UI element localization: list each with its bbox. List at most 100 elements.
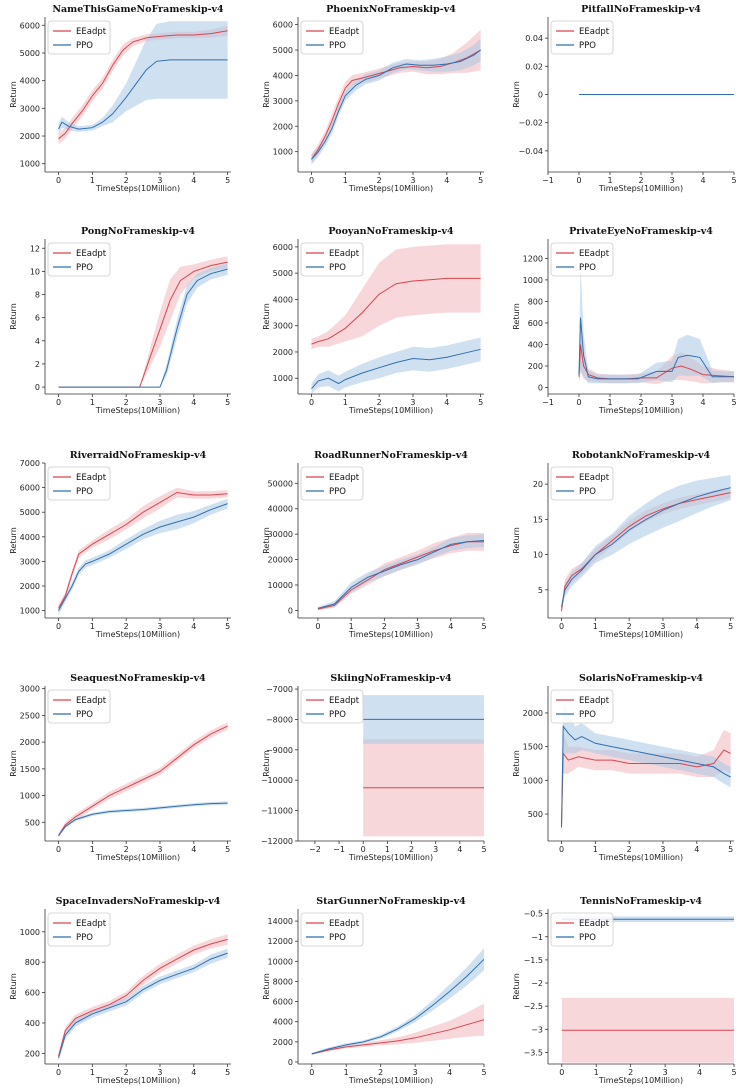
x-axis-label: TimeSteps(10Million) bbox=[348, 406, 433, 415]
x-tick-label: 0 bbox=[56, 622, 61, 631]
y-tick-label: 0 bbox=[35, 383, 40, 392]
y-tick-label: 5000 bbox=[20, 508, 40, 517]
legend-label-ppo: PPO bbox=[579, 487, 596, 497]
y-tick-label: −7000 bbox=[266, 685, 293, 694]
y-tick-label: 5000 bbox=[273, 269, 293, 278]
y-axis-label: Return bbox=[9, 81, 18, 108]
series-band-ppo bbox=[58, 801, 228, 838]
plot-area bbox=[58, 722, 228, 838]
x-tick-label: 0 bbox=[56, 1068, 61, 1077]
legend-box bbox=[300, 689, 364, 724]
chart-title: PhoenixNoFrameskip-v4 bbox=[326, 4, 456, 15]
legend-box bbox=[300, 466, 364, 501]
chart-title: PrivateEyeNoFrameskip-v4 bbox=[569, 226, 713, 237]
x-axis-label: TimeSteps(10Million) bbox=[598, 1076, 683, 1085]
legend: EEadpt PPO bbox=[47, 466, 111, 501]
y-tick-label: 1000 bbox=[523, 276, 543, 285]
chart-title: StarGunnerNoFrameskip-v4 bbox=[316, 896, 466, 907]
x-tick-label: 1 bbox=[343, 176, 348, 185]
x-tick-label: 2 bbox=[627, 622, 632, 631]
y-axis-label: Return bbox=[262, 750, 271, 777]
series-line-eeadpt bbox=[58, 725, 228, 836]
chart-title: PitfallNoFrameskip-v4 bbox=[581, 4, 701, 15]
x-tick-label: 2 bbox=[124, 622, 129, 631]
x-tick-label: 0 bbox=[361, 845, 366, 854]
x-tick-label: 5 bbox=[225, 176, 230, 185]
x-tick-label: 3 bbox=[660, 845, 665, 854]
x-tick-label: 2 bbox=[377, 176, 382, 185]
y-tick-label: 1000 bbox=[20, 928, 40, 937]
y-tick-label: 600 bbox=[25, 989, 40, 998]
x-tick-label: 4 bbox=[700, 176, 705, 185]
x-axis-label: TimeSteps(10Million) bbox=[95, 1076, 180, 1085]
y-tick-label: 400 bbox=[25, 1019, 40, 1028]
y-tick-label: 20000 bbox=[268, 556, 293, 565]
chart-title: SpaceInvadersNoFrameskip-v4 bbox=[56, 896, 221, 907]
y-tick-label: −11000 bbox=[261, 807, 293, 816]
x-axis-label: TimeSteps(10Million) bbox=[348, 1076, 433, 1085]
chart-title: SkiingNoFrameskip-v4 bbox=[330, 673, 452, 684]
legend-label-eeadpt: EEadpt bbox=[329, 919, 360, 929]
y-tick-label: −1.5 bbox=[524, 956, 543, 965]
y-tick-label: 40000 bbox=[268, 505, 293, 514]
x-tick-label: 0 bbox=[559, 622, 564, 631]
legend: EEadpt PPO bbox=[47, 242, 111, 277]
series-line-eeadpt bbox=[561, 749, 731, 828]
legend-label-eeadpt: EEadpt bbox=[76, 473, 107, 483]
y-tick-label: −0.5 bbox=[524, 910, 543, 919]
legend-label-eeadpt: EEadpt bbox=[329, 696, 360, 706]
x-tick-label: 0 bbox=[576, 398, 581, 407]
y-tick-label: 1500 bbox=[20, 765, 40, 774]
x-tick-label: 5 bbox=[481, 622, 486, 631]
y-tick-label: −8000 bbox=[266, 715, 293, 724]
series-line-eeadpt bbox=[317, 541, 484, 610]
legend-box bbox=[550, 20, 614, 55]
y-tick-label: 12 bbox=[30, 244, 40, 253]
y-axis-label: Return bbox=[9, 750, 18, 777]
y-axis-label: Return bbox=[262, 527, 271, 554]
x-tick-label: 5 bbox=[481, 845, 486, 854]
x-tick-label: 5 bbox=[728, 845, 733, 854]
y-tick-label: 30000 bbox=[268, 530, 293, 539]
y-tick-label: 1000 bbox=[20, 792, 40, 801]
series-line-eeadpt bbox=[311, 277, 481, 345]
legend: EEadpt PPO bbox=[300, 20, 364, 55]
x-tick-label: 3 bbox=[410, 176, 415, 185]
y-tick-label: 3000 bbox=[20, 685, 40, 694]
x-axis-label: TimeSteps(10Million) bbox=[598, 184, 683, 193]
y-tick-label: 6000 bbox=[273, 21, 293, 30]
y-tick-label: 1000 bbox=[523, 776, 543, 785]
x-tick-label: 3 bbox=[663, 1068, 668, 1077]
x-tick-label: 2 bbox=[628, 1068, 633, 1077]
legend-box bbox=[47, 689, 111, 724]
chart-panel-8: RoadRunnerNoFrameskip-v4 0 1 2 3 4 5 0 10000 2000… bbox=[262, 450, 487, 639]
series-band-eeadpt bbox=[311, 244, 481, 350]
x-tick-label: 4 bbox=[700, 398, 705, 407]
y-tick-label: 1000 bbox=[273, 374, 293, 383]
y-axis-label: Return bbox=[512, 750, 521, 777]
y-axis-label: Return bbox=[262, 81, 271, 108]
y-tick-label: −10000 bbox=[261, 776, 293, 785]
legend-label-ppo: PPO bbox=[579, 263, 596, 273]
x-tick-label: 0 bbox=[309, 176, 314, 185]
y-tick-label: 10000 bbox=[268, 957, 293, 966]
x-tick-label: 1 bbox=[90, 398, 95, 407]
series-line-ppo bbox=[58, 802, 228, 836]
y-tick-label: −2 bbox=[531, 979, 543, 988]
x-tick-label: 0 bbox=[576, 176, 581, 185]
x-tick-label: 3 bbox=[157, 1068, 162, 1077]
y-axis-label: Return bbox=[262, 303, 271, 330]
legend-box bbox=[47, 912, 111, 947]
y-axis-label: Return bbox=[9, 973, 18, 1000]
x-tick-label: 5 bbox=[731, 176, 736, 185]
legend-label-ppo: PPO bbox=[329, 710, 346, 720]
y-tick-label: 2000 bbox=[523, 709, 543, 718]
chart-panel-9: RobotankNoFrameskip-v4 0 1 2 3 4 5 5 10 15 20 TimeS… bbox=[512, 450, 734, 639]
series-line-ppo bbox=[311, 348, 481, 390]
y-tick-label: 2500 bbox=[20, 711, 40, 720]
legend: EEadpt PPO bbox=[300, 912, 364, 947]
legend-label-eeadpt: EEadpt bbox=[76, 249, 107, 259]
series-line-ppo bbox=[58, 503, 228, 611]
legend: EEadpt PPO bbox=[47, 689, 111, 724]
y-tick-label: −0.02 bbox=[518, 119, 543, 128]
